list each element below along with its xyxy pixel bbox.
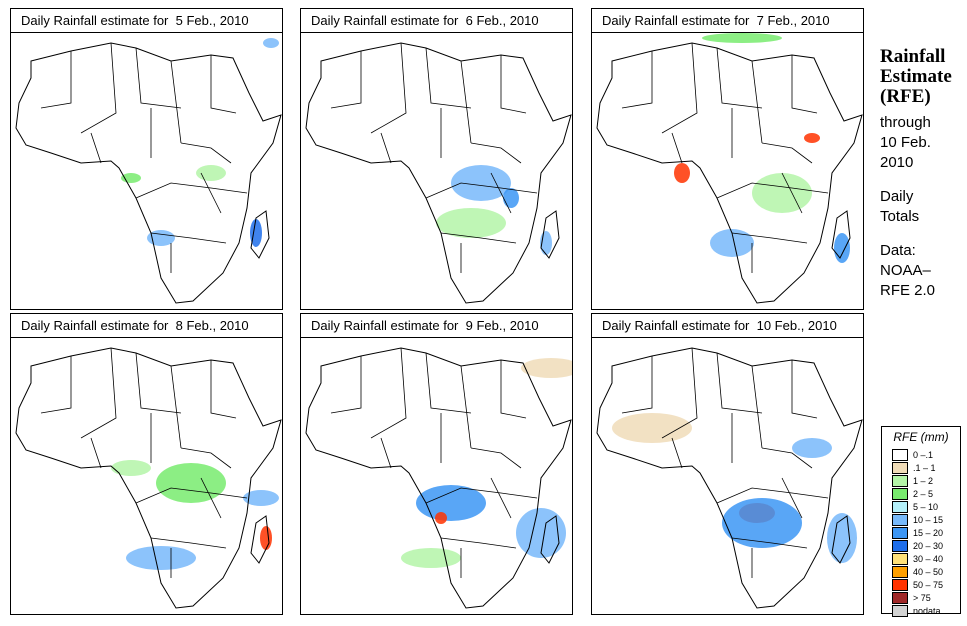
rainfall-area	[722, 498, 802, 548]
legend-swatch	[892, 474, 908, 487]
legend: RFE (mm) 0 –.1 .1 – 1 1 – 2 2 – 5 5 – 10 10 –…	[881, 426, 961, 617]
legend-swatch	[892, 487, 908, 500]
rainfall-area	[401, 548, 461, 568]
panel-title: Daily Rainfall estimate for 6 Feb., 2010	[301, 9, 572, 33]
legend-title: RFE (mm)	[893, 430, 949, 444]
map-panel: Daily Rainfall estimate for 8 Feb., 2010	[10, 313, 283, 615]
legend-swatch	[892, 526, 908, 539]
rainfall-area	[147, 230, 175, 246]
panel-title: Daily Rainfall estimate for 5 Feb., 2010	[11, 9, 282, 33]
legend-label: 30 – 40	[913, 553, 944, 564]
legend-label: 20 – 30	[913, 540, 944, 551]
legend-label: 1 – 2	[913, 475, 934, 486]
legend-label: 2 – 5	[913, 488, 934, 499]
caption-title: Estimate	[880, 66, 952, 87]
legend-item: nodata	[892, 604, 960, 617]
legend-swatch	[892, 565, 908, 578]
map-panel: Daily Rainfall estimate for 10 Feb., 201…	[591, 313, 864, 615]
legend-label: 0 –.1	[913, 449, 934, 460]
legend-item: 1 – 2	[892, 474, 960, 487]
legend-item: .1 – 1	[892, 461, 960, 474]
map-panel: Daily Rainfall estimate for 5 Feb., 2010	[10, 8, 283, 310]
legend-swatch	[892, 539, 908, 552]
rainfall-area	[521, 358, 572, 378]
legend-item: 5 – 10	[892, 500, 960, 513]
legend-item: 50 – 75	[892, 578, 960, 591]
rainfall-area	[111, 460, 151, 476]
panel-title: Daily Rainfall estimate for 9 Feb., 2010	[301, 314, 572, 338]
rainfall-area	[416, 485, 486, 521]
caption-totals: Totals	[880, 208, 920, 225]
rainfall-map	[596, 347, 863, 609]
rainfall-area	[827, 513, 857, 563]
rainfall-area	[516, 508, 566, 558]
legend-label: .1 – 1	[913, 462, 936, 473]
caption-daily: Daily	[880, 188, 914, 205]
caption-title: (RFE)	[880, 86, 931, 107]
rainfall-area	[503, 188, 519, 208]
legend-item: 30 – 40	[892, 552, 960, 565]
legend-swatch	[892, 448, 908, 461]
rainfall-area	[792, 438, 832, 458]
rainfall-map	[596, 33, 863, 304]
legend-swatch	[892, 578, 908, 591]
rainfall-map	[305, 347, 572, 609]
rainfall-area	[612, 413, 692, 443]
rainfall-map	[305, 42, 572, 304]
panel-title: Daily Rainfall estimate for 8 Feb., 2010	[11, 314, 282, 338]
legend-label: 5 – 10	[913, 501, 939, 512]
legend-swatch	[892, 552, 908, 565]
legend-label: 40 – 50	[913, 566, 944, 577]
rainfall-area	[250, 219, 262, 247]
legend-label: 50 – 75	[913, 579, 944, 590]
panel-title: Daily Rainfall estimate for 10 Feb., 201…	[592, 314, 863, 338]
rainfall-area	[804, 133, 820, 143]
legend-item: 2 – 5	[892, 487, 960, 500]
map-panel: Daily Rainfall estimate for 7 Feb., 2010	[591, 8, 864, 310]
legend-swatch	[892, 604, 908, 617]
legend-swatch	[892, 513, 908, 526]
legend-item: > 75	[892, 591, 960, 604]
rainfall-area	[263, 38, 279, 48]
legend-item: 0 –.1	[892, 448, 960, 461]
rainfall-area	[436, 208, 506, 238]
legend-label: nodata	[913, 605, 941, 616]
caption-year: 2010	[880, 154, 914, 171]
legend-swatch	[892, 461, 908, 474]
legend-label: 10 – 15	[913, 514, 944, 525]
rainfall-map	[15, 347, 282, 609]
legend-item: 20 – 30	[892, 539, 960, 552]
rainfall-area	[435, 512, 447, 524]
rainfall-area	[451, 165, 511, 201]
rainfall-area	[702, 33, 782, 43]
rainfall-area	[126, 546, 196, 570]
legend-item: 15 – 20	[892, 526, 960, 539]
rainfall-area	[243, 490, 279, 506]
map-panel: Daily Rainfall estimate for 6 Feb., 2010	[300, 8, 573, 310]
caption-title: Rainfall	[880, 46, 946, 67]
legend-swatch	[892, 500, 908, 513]
legend-item: 10 – 15	[892, 513, 960, 526]
caption-through: through	[880, 114, 931, 131]
legend-swatch	[892, 591, 908, 604]
caption-source: NOAA–	[880, 262, 931, 279]
rainfall-area	[121, 173, 141, 183]
rainfall-area	[710, 229, 754, 257]
rainfall-area	[156, 463, 226, 503]
map-panel: Daily Rainfall estimate for 9 Feb., 2010	[300, 313, 573, 615]
rainfall-area	[752, 173, 812, 213]
rainfall-area	[196, 165, 226, 181]
legend-label: > 75	[913, 592, 931, 603]
caption-source: RFE 2.0	[880, 282, 936, 299]
caption-data: Data:	[880, 242, 916, 259]
legend-item: 40 – 50	[892, 565, 960, 578]
panel-title: Daily Rainfall estimate for 7 Feb., 2010	[592, 9, 863, 33]
rainfall-area	[260, 526, 272, 550]
legend-label: 15 – 20	[913, 527, 944, 538]
rainfall-map	[15, 38, 282, 304]
rainfall-area	[834, 233, 850, 263]
caption-date: 10 Feb.	[880, 134, 931, 151]
side-caption: Rainfall Estimate (RFE) through 10 Feb. …	[880, 47, 965, 301]
rainfall-area	[674, 163, 690, 183]
